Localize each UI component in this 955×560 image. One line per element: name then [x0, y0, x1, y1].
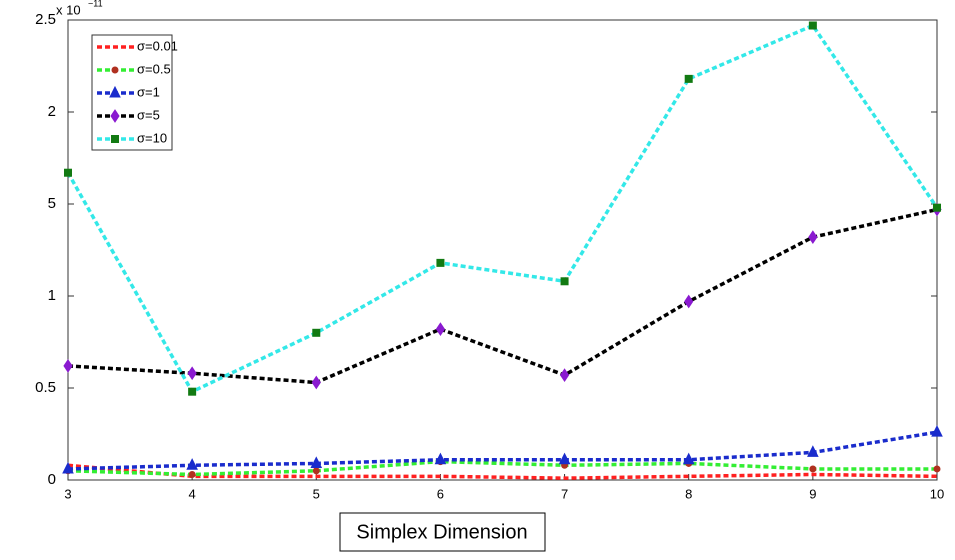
series-line	[67, 207, 938, 385]
legend-marker	[110, 109, 120, 123]
x-tick-label: 9	[809, 486, 816, 501]
marker	[809, 465, 817, 473]
y-tick-label: 1	[48, 287, 56, 304]
legend-marker	[111, 66, 119, 74]
y-tick-label: 2	[48, 103, 56, 120]
marker	[933, 203, 941, 212]
legend-label: σ=0.5	[137, 61, 171, 76]
marker	[808, 230, 818, 245]
marker	[312, 467, 320, 475]
marker	[62, 461, 74, 474]
legend-marker	[109, 85, 121, 98]
y-tick-label: 5	[48, 195, 56, 212]
marker	[436, 258, 445, 267]
legend-label: σ=0.01	[137, 38, 178, 53]
y-multiplier-exponent: −11	[88, 0, 103, 8]
x-axis-label: Simplex Dimension	[356, 521, 527, 543]
x-tick-label: 7	[561, 486, 568, 501]
x-tick-label: 8	[685, 486, 692, 501]
marker	[64, 168, 72, 177]
y-tick-label: 0	[48, 471, 56, 488]
x-tick-label: 10	[930, 486, 944, 501]
marker	[435, 322, 446, 337]
marker	[684, 74, 693, 83]
plot-frame	[67, 19, 938, 481]
marker	[558, 452, 571, 465]
marker	[931, 425, 943, 437]
marker	[186, 458, 198, 470]
x-tick-label: 6	[437, 486, 444, 501]
series-line	[67, 463, 938, 480]
legend-label: σ=1	[137, 84, 160, 99]
x-label-box	[339, 512, 546, 552]
legend-label: σ=5	[137, 107, 160, 122]
x-tick-label: 3	[64, 486, 71, 501]
marker	[808, 21, 817, 30]
marker	[807, 445, 819, 457]
marker	[560, 277, 569, 286]
marker	[187, 366, 197, 381]
marker	[63, 359, 73, 373]
legend-label: σ=10	[137, 130, 167, 145]
marker	[682, 452, 695, 465]
series-line	[67, 430, 938, 471]
marker	[933, 465, 941, 473]
x-tick-label: 4	[189, 486, 196, 501]
y-tick-label: 2.5	[35, 11, 56, 28]
marker	[188, 387, 197, 396]
series-line	[67, 459, 937, 477]
marker	[684, 294, 694, 309]
marker	[434, 452, 447, 465]
marker	[559, 368, 570, 383]
marker	[310, 456, 323, 468]
y-tick-label: 0.5	[35, 379, 56, 396]
marker	[188, 470, 196, 478]
y-multiplier: x 10	[56, 2, 81, 17]
series-line	[66, 23, 939, 394]
legend-marker	[111, 135, 119, 143]
marker	[311, 375, 321, 390]
marker	[312, 328, 321, 337]
x-tick-label: 5	[313, 486, 320, 501]
